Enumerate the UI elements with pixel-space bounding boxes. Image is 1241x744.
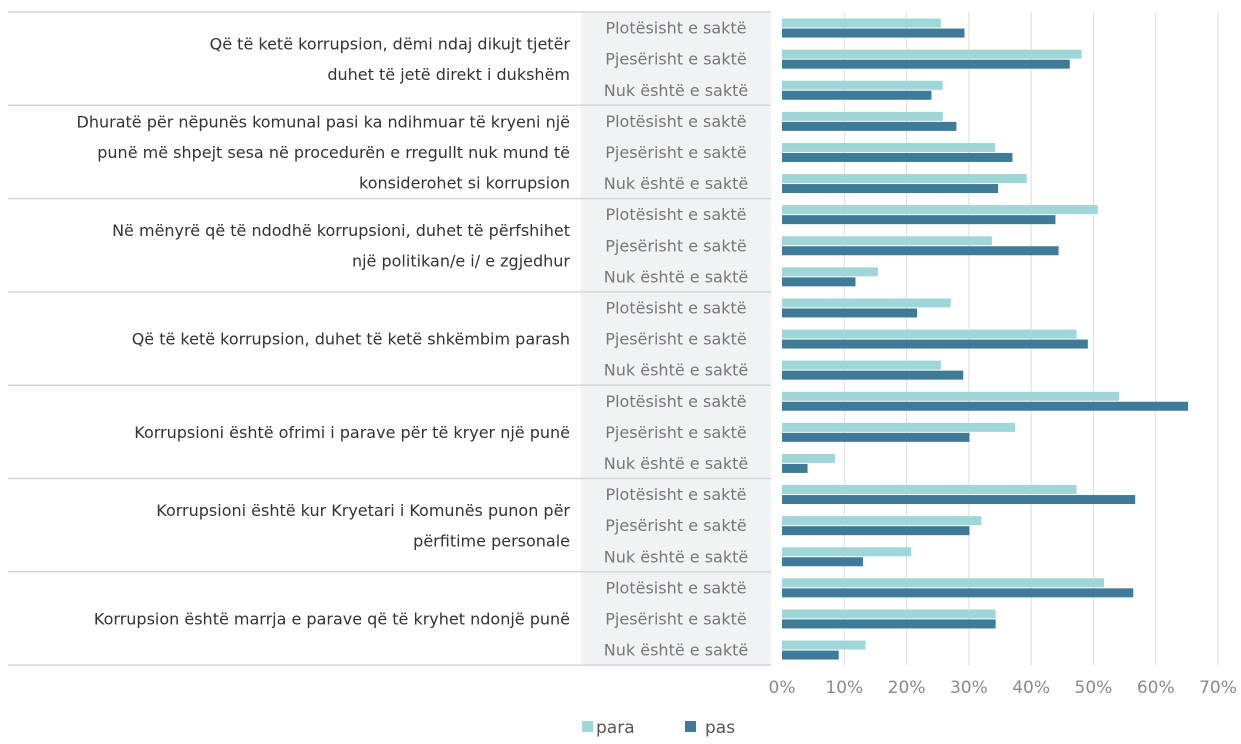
question-label: duhet të jetë direkt i dukshëm <box>327 65 570 84</box>
category-label: Nuk është e saktë <box>604 81 748 100</box>
bar-para <box>782 80 943 90</box>
x-tick-label: 0% <box>769 678 796 698</box>
bar-pas <box>782 619 996 629</box>
category-label: Plotësisht e saktë <box>605 578 746 597</box>
label-layer: Që të ketë korrupsion, dëmi ndaj dikujt … <box>77 19 749 660</box>
question-label: Korrupsioni është ofrimi i parave për të… <box>134 423 570 442</box>
bar-para <box>782 236 992 246</box>
question-label: Që të ketë korrupsion, duhet të ketë shk… <box>132 330 570 349</box>
category-label: Plotësisht e saktë <box>605 112 746 131</box>
bar-para <box>782 174 1027 184</box>
question-label: konsiderohet si korrupsion <box>359 173 570 192</box>
bar-pas <box>782 401 1189 411</box>
bar-para <box>782 360 941 370</box>
legend: para pas <box>582 718 735 738</box>
bar-para <box>782 516 982 526</box>
legend-label-pas: pas <box>705 718 735 738</box>
category-label: Nuk është e saktë <box>604 174 748 193</box>
bar-para <box>782 298 951 308</box>
bar-para <box>782 453 835 463</box>
bar-pas <box>782 121 957 131</box>
bar-para <box>782 142 996 152</box>
x-tick-label: 50% <box>1075 678 1113 698</box>
bar-pas <box>782 59 1070 69</box>
x-axis-ticks: 0% 10% 20% 30% 40% 50% 60% 70% <box>769 678 1237 698</box>
category-label: Plotësisht e saktë <box>605 485 746 504</box>
legend-swatch-pas <box>685 721 696 732</box>
legend-swatch-para <box>582 721 593 732</box>
bar-pas <box>782 588 1134 598</box>
category-label: Nuk është e saktë <box>604 547 748 566</box>
bar-pas <box>782 308 918 318</box>
bar-pas <box>782 339 1088 349</box>
bar-para <box>782 485 1077 495</box>
category-label: Plotësisht e saktë <box>605 205 746 224</box>
legend-label-para: para <box>596 718 635 738</box>
category-label: Pjesërisht e saktë <box>605 236 746 255</box>
bar-para <box>782 391 1119 401</box>
question-label: Korrupsion është marrja e parave që të k… <box>94 609 570 628</box>
bar-pas <box>782 370 964 380</box>
category-label: Pjesërisht e saktë <box>605 423 746 442</box>
bar-pas <box>782 28 965 38</box>
category-label: Pjesërisht e saktë <box>605 609 746 628</box>
group-separator-layer <box>8 11 771 666</box>
bar-para <box>782 329 1077 339</box>
x-tick-label: 40% <box>1012 678 1050 698</box>
category-label: Plotësisht e saktë <box>605 298 746 317</box>
bar-para <box>782 267 878 277</box>
bar-layer <box>782 18 1189 660</box>
bar-pas <box>782 90 932 100</box>
bar-pas <box>782 495 1136 505</box>
category-label: Plotësisht e saktë <box>605 392 746 411</box>
question-label: Korrupsioni është kur Kryetari i Komunës… <box>156 501 570 520</box>
category-label: Nuk është e saktë <box>604 267 748 286</box>
question-label: Dhuratë për nëpunës komunal pasi ka ndih… <box>77 112 570 131</box>
category-label: Nuk është e saktë <box>604 641 748 660</box>
bar-para <box>782 111 943 121</box>
bar-pas <box>782 463 808 473</box>
bar-pas <box>782 215 1056 225</box>
bar-pas <box>782 526 970 536</box>
x-tick-label: 10% <box>825 678 863 698</box>
category-label: Pjesërisht e saktë <box>605 330 746 349</box>
bar-para <box>782 205 1098 215</box>
x-tick-label: 30% <box>950 678 988 698</box>
category-band-layer <box>581 12 771 666</box>
bar-pas <box>782 557 863 567</box>
x-tick-label: 20% <box>888 678 926 698</box>
bar-para <box>782 547 911 557</box>
question-label: përfitime personale <box>413 531 570 550</box>
x-tick-label: 70% <box>1199 678 1237 698</box>
bar-para <box>782 18 941 28</box>
category-label: Pjesërisht e saktë <box>605 516 746 535</box>
bar-para <box>782 578 1105 588</box>
bar-pas <box>782 246 1059 256</box>
question-label: Në mënyrë që të ndodhë korrupsioni, duhe… <box>112 221 570 240</box>
bar-pas <box>782 184 999 194</box>
bar-para <box>782 609 996 619</box>
bar-para <box>782 422 1015 432</box>
x-tick-label: 60% <box>1137 678 1175 698</box>
bar-para <box>782 640 866 650</box>
category-band <box>581 12 771 666</box>
category-label: Pjesërisht e saktë <box>605 143 746 162</box>
category-label: Nuk është e saktë <box>604 361 748 380</box>
bar-pas <box>782 432 970 442</box>
question-label: punë më shpejt sesa në procedurën e rreg… <box>97 143 570 162</box>
category-label: Nuk është e saktë <box>604 454 748 473</box>
bar-pas <box>782 277 856 287</box>
bar-para <box>782 49 1082 59</box>
category-label: Plotësisht e saktë <box>605 19 746 38</box>
bar-pas <box>782 152 1013 162</box>
question-label: Që të ketë korrupsion, dëmi ndaj dikujt … <box>210 34 571 53</box>
bar-pas <box>782 650 839 660</box>
category-label: Pjesërisht e saktë <box>605 50 746 69</box>
question-label: një politikan/e i/ e zgjedhur <box>352 252 570 271</box>
